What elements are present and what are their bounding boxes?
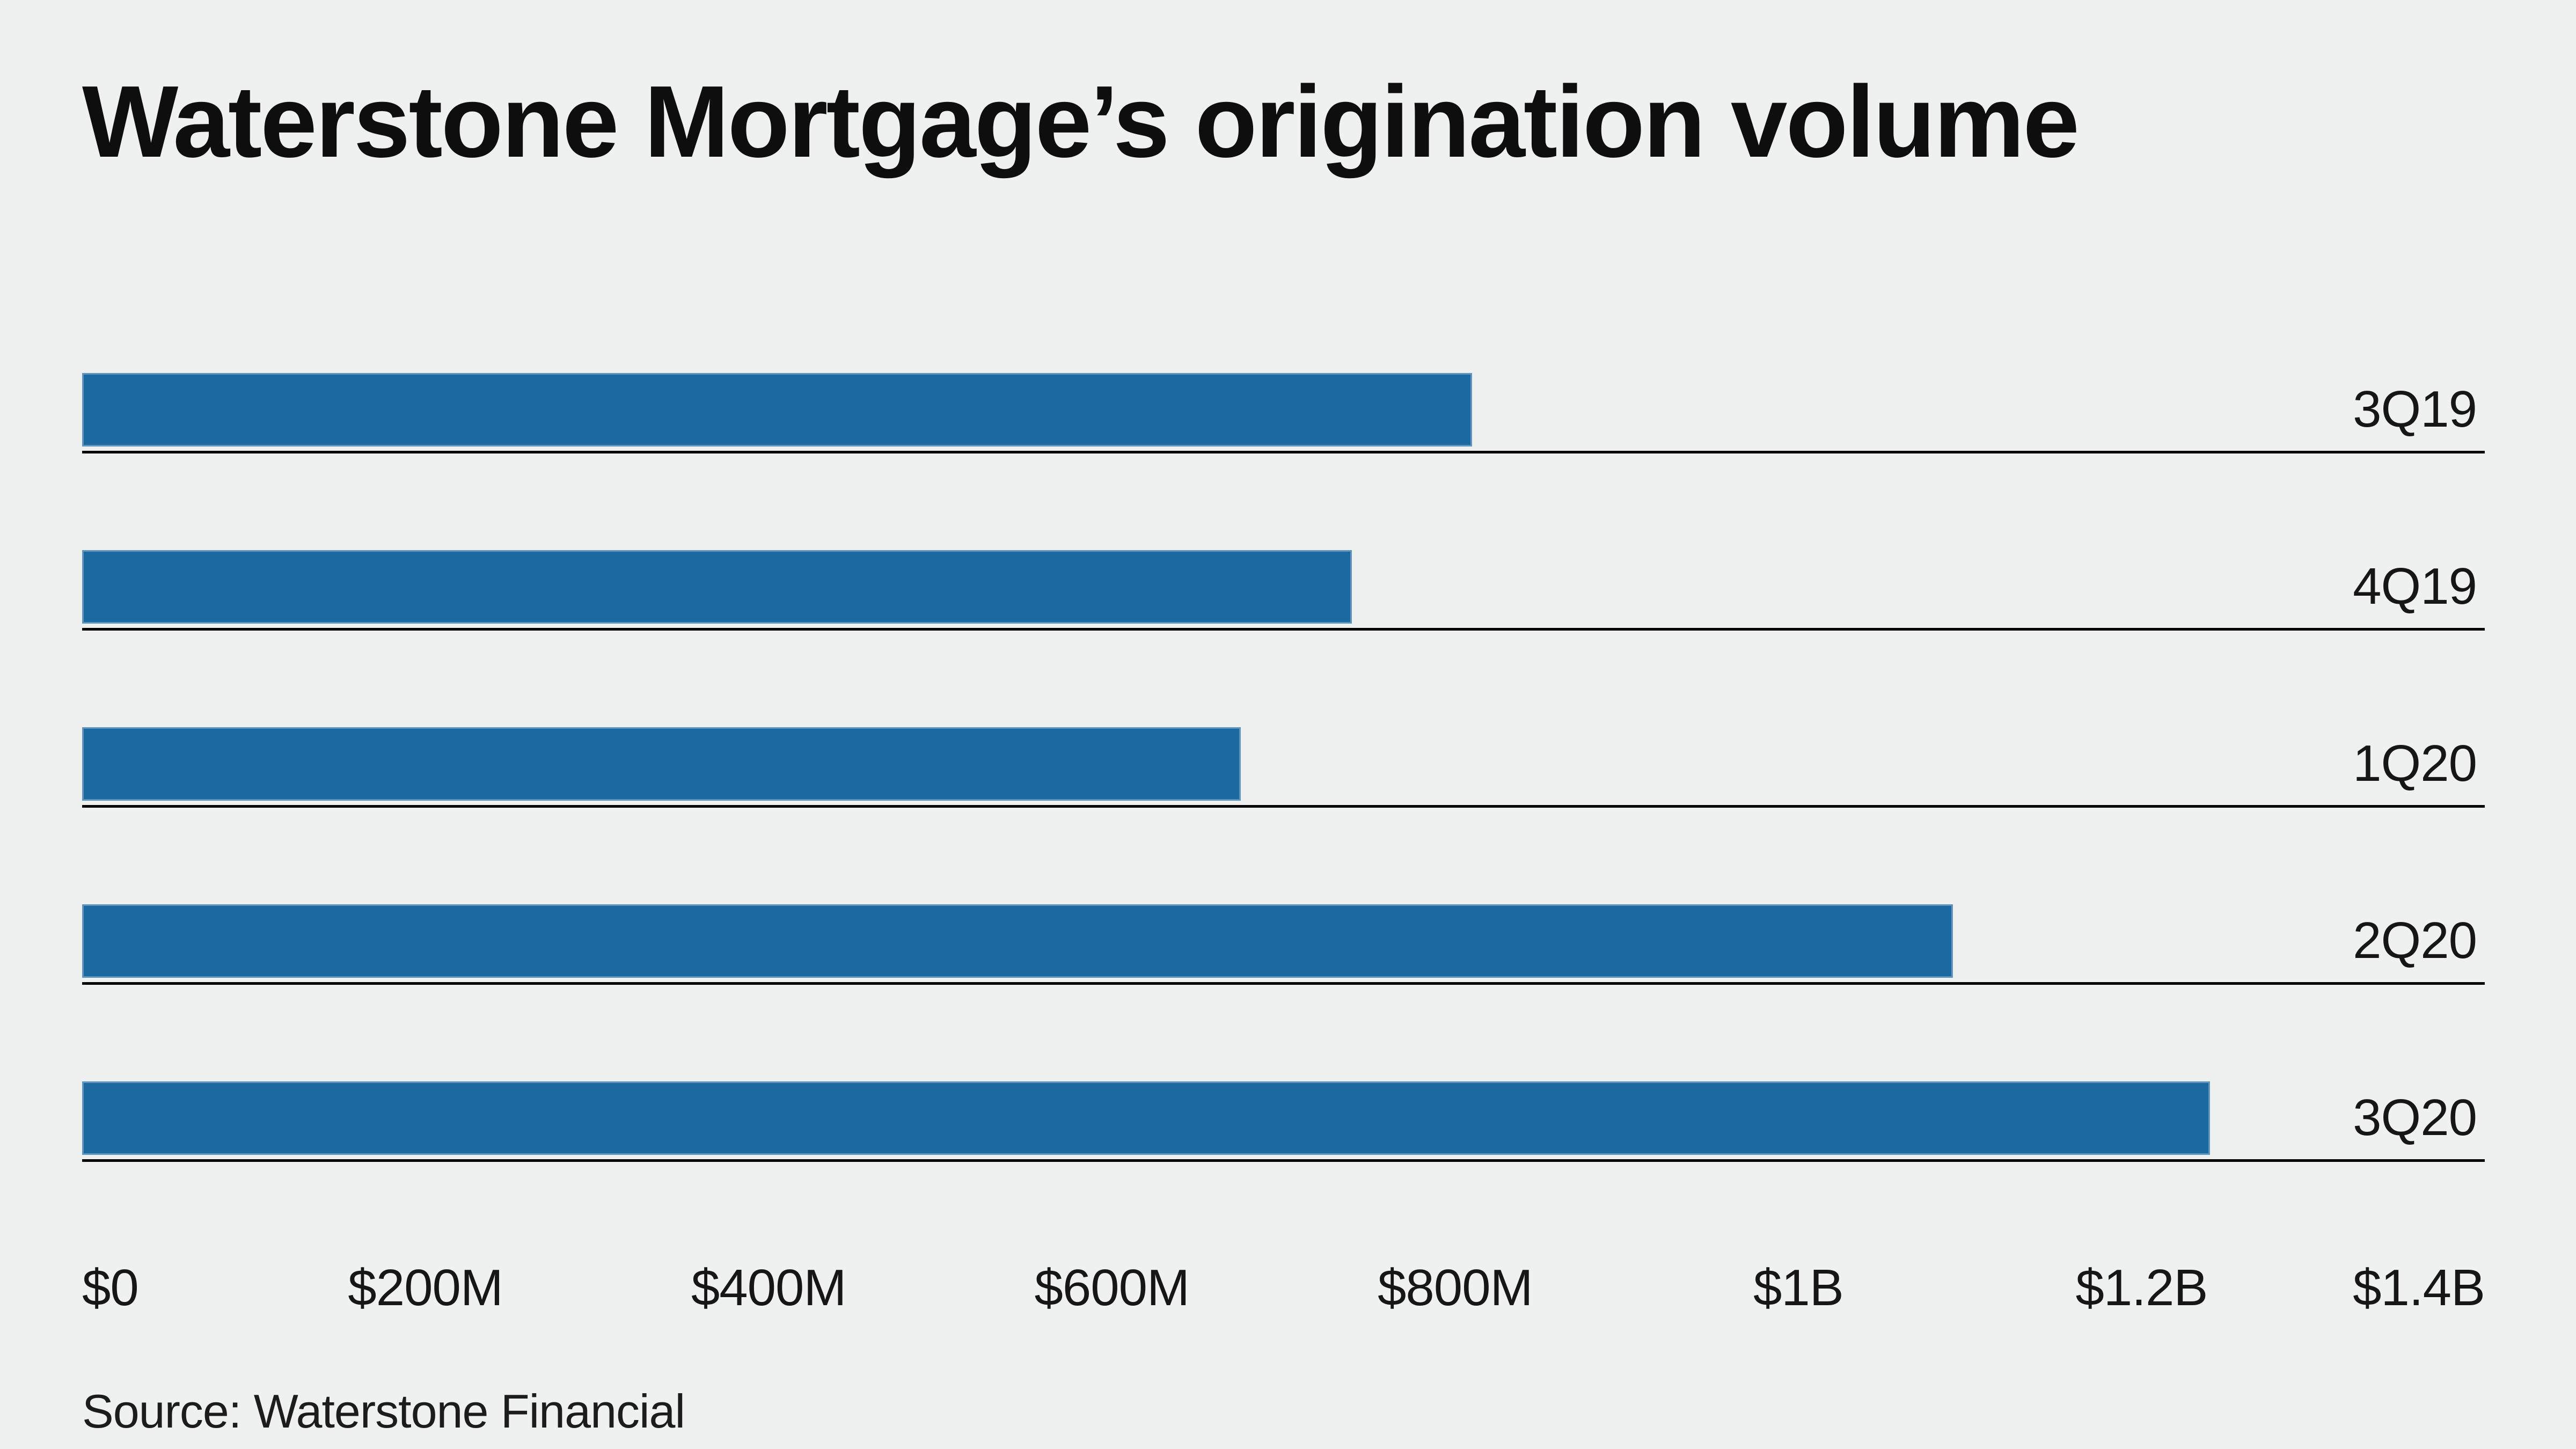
source-note: Source: Waterstone Financial [82,1384,685,1438]
x-tick-label: $0 [82,1258,139,1316]
x-tick-label: $200M [348,1258,503,1316]
row-baseline [82,627,2485,631]
x-tick-label: $1B [1753,1258,1844,1316]
bar-row: 3Q19 [82,372,2485,453]
bar-track: 1Q20 [82,727,2485,801]
bar-chart: 3Q19 4Q19 1Q20 2Q20 3Q20 [82,372,2485,1162]
bar-track: 2Q20 [82,904,2485,978]
chart-title: Waterstone Mortgage’s origination volume [82,65,2080,179]
bar-category-label: 3Q19 [2353,380,2477,438]
row-baseline [82,804,2485,808]
bar-row: 3Q20 [82,1081,2485,1162]
volume-bar-2q20 [82,904,1953,978]
bar-track: 4Q19 [82,550,2485,624]
x-axis: $0 $200M $400M $600M $800M $1B $1.2B $1.4B [82,1258,2485,1319]
x-tick-label: $800M [1378,1258,1533,1316]
x-tick-label: $400M [691,1258,847,1316]
volume-bar-4q19 [82,550,1352,624]
row-baseline [82,1159,2485,1162]
volume-bar-3q20 [82,1081,2211,1155]
volume-bar-3q19 [82,372,1473,447]
row-baseline [82,450,2485,453]
bar-track: 3Q19 [82,372,2485,447]
bar-track: 3Q20 [82,1081,2485,1155]
volume-bar-1q20 [82,727,1241,801]
bar-row: 4Q19 [82,550,2485,631]
row-baseline [82,982,2485,985]
x-tick-label: $1.4B [2353,1258,2485,1316]
bar-category-label: 1Q20 [2353,735,2477,792]
bar-category-label: 4Q19 [2353,558,2477,615]
bar-category-label: 2Q20 [2353,912,2477,969]
x-tick-label: $1.2B [2075,1258,2208,1316]
bar-row: 2Q20 [82,904,2485,985]
x-tick-label: $600M [1034,1258,1190,1316]
bar-category-label: 3Q20 [2353,1089,2477,1146]
bar-row: 1Q20 [82,727,2485,808]
